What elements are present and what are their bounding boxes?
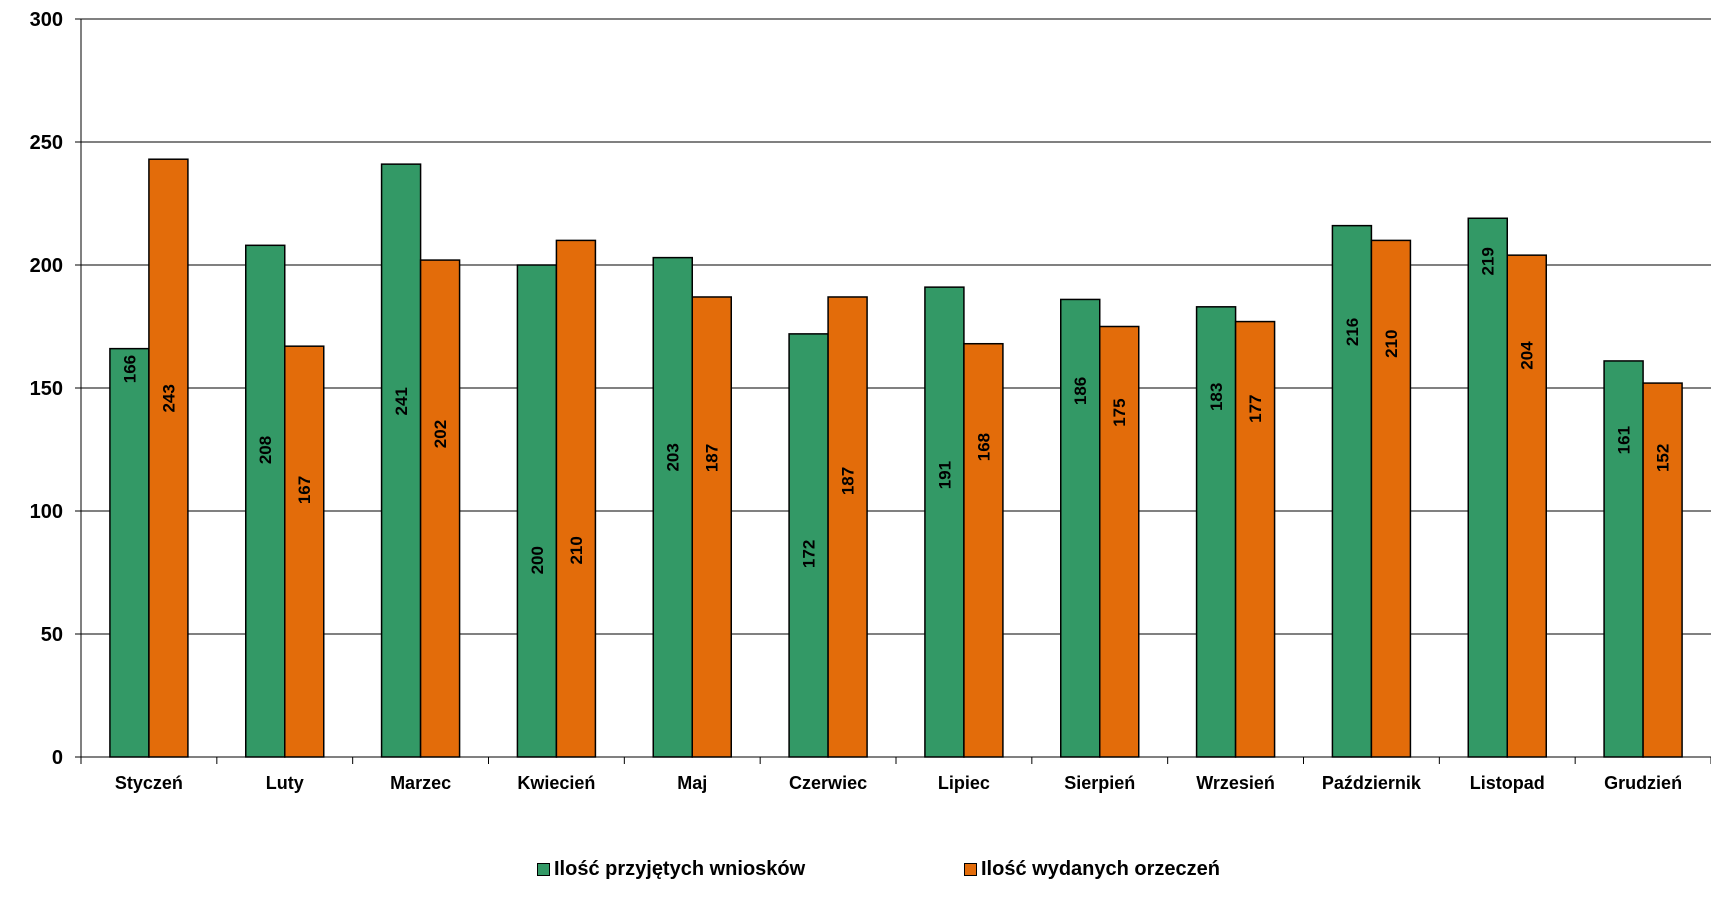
x-axis: Styczeń Luty Marzec Kwiecień Maj Czerwiec Lipi… [80, 756, 1711, 793]
x-tick-label: Grudzień [1604, 773, 1682, 793]
data-label: 187 [839, 467, 858, 495]
gridlines [81, 18, 1711, 635]
bar-wydane [827, 296, 868, 758]
legend-item-series-2: Ilość wydanych orzeczeń [964, 858, 1220, 881]
data-label: 186 [1071, 377, 1090, 405]
data-labels: 166 243 208 167 241 202 200 210 203 187 172 187 191 1… [120, 247, 1672, 574]
bar-przyjete [380, 163, 422, 758]
x-tick-label: Wrzesień [1196, 773, 1275, 793]
data-label: 183 [1207, 383, 1226, 411]
bar-przyjete [1603, 360, 1644, 758]
legend-item-series-1: Ilość przyjętych wniosków [537, 858, 805, 881]
data-label: 191 [935, 461, 954, 489]
legend-label-series-2: Ilość wydanych orzeczeń [981, 858, 1220, 880]
bar-wydane [691, 296, 732, 758]
bar-przyjete [245, 244, 286, 758]
bar-przyjete [1331, 224, 1373, 758]
x-tick-label: Maj [677, 773, 707, 793]
bar-wydane [1234, 320, 1276, 758]
bar-wydane [148, 158, 189, 758]
bar-przyjete [652, 256, 693, 758]
bars [109, 158, 1683, 758]
y-tick-label-0: 0 [52, 747, 63, 769]
data-label: 161 [1615, 426, 1634, 454]
legend: Ilość przyjętych wniosków Ilość wydanych… [0, 858, 1711, 888]
data-label: 177 [1246, 394, 1265, 422]
legend-swatch-series-2 [964, 863, 977, 876]
x-tick-label: Marzec [390, 773, 451, 793]
x-tick-label: Styczeń [115, 773, 183, 793]
y-tick-label-50: 50 [41, 624, 63, 646]
data-label: 219 [1479, 247, 1498, 275]
bar-wydane [1506, 254, 1547, 758]
data-label: 208 [256, 436, 275, 464]
data-label: 167 [295, 476, 314, 504]
bar-wydane [419, 259, 461, 758]
x-tick-label: Czerwiec [789, 773, 867, 793]
data-label: 152 [1654, 444, 1673, 472]
legend-label-series-1: Ilość przyjętych wniosków [554, 858, 806, 880]
data-label: 210 [567, 536, 586, 564]
data-label: 203 [664, 443, 683, 471]
y-tick-label-100: 100 [30, 501, 63, 523]
bar-wydane [555, 239, 597, 758]
x-tick-label: Sierpień [1064, 773, 1135, 793]
data-label: 202 [431, 420, 450, 448]
bar-przyjete [516, 264, 558, 758]
y-axis: 0 50 100 150 200 250 300 [30, 9, 82, 769]
bar-przyjete [1195, 306, 1237, 758]
data-label: 216 [1343, 318, 1362, 346]
bar-wydane [1642, 382, 1683, 758]
bar-przyjete [109, 347, 150, 758]
data-label: 204 [1518, 341, 1537, 370]
y-tick-label-150: 150 [30, 378, 63, 400]
bar-wydane [1099, 325, 1140, 758]
y-tick-label-300: 300 [30, 9, 63, 31]
x-tick-label: Lipiec [938, 773, 990, 793]
data-label: 200 [528, 546, 547, 574]
bar-przyjete [1060, 298, 1101, 758]
x-tick-label: Listopad [1470, 773, 1545, 793]
bar-wydane [963, 342, 1004, 758]
data-label: 166 [120, 355, 139, 383]
data-label: 168 [974, 433, 993, 461]
x-tick-label: Kwiecień [517, 773, 595, 793]
data-label: 187 [703, 444, 722, 472]
legend-swatch-series-1 [537, 863, 550, 876]
bar-wydane [284, 345, 325, 758]
data-label: 172 [800, 540, 819, 568]
bar-wydane [1370, 239, 1412, 758]
data-label: 243 [159, 384, 178, 412]
data-label: 210 [1382, 330, 1401, 358]
data-label: 241 [392, 387, 411, 415]
x-tick-label: Październik [1322, 773, 1422, 793]
data-label: 175 [1110, 398, 1129, 426]
bar-przyjete [1467, 217, 1508, 758]
y-tick-label-250: 250 [30, 132, 63, 154]
x-tick-label: Luty [266, 773, 304, 793]
y-tick-label-200: 200 [30, 255, 63, 277]
bar-przyjete [924, 286, 965, 758]
